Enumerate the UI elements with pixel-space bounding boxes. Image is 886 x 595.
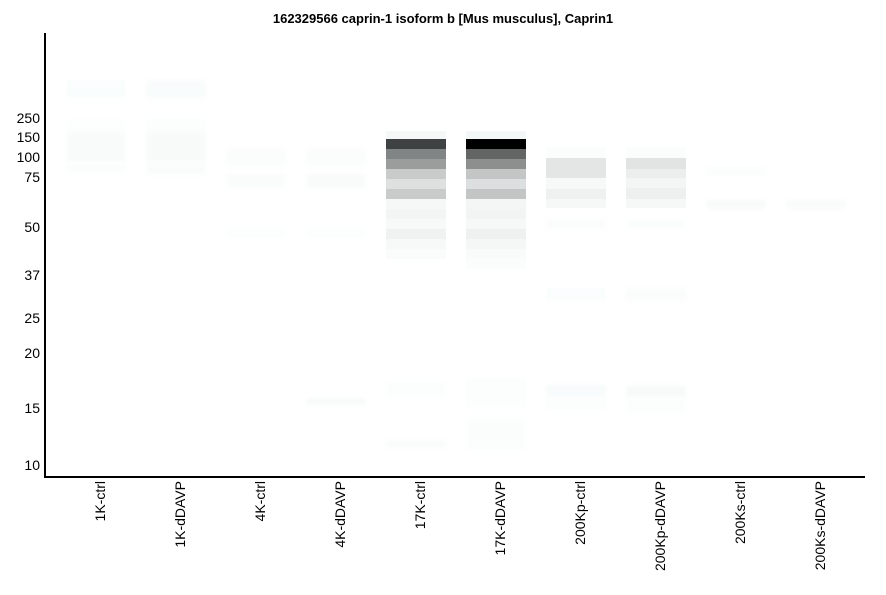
gel-band [66, 162, 126, 173]
gel-band [466, 199, 526, 209]
gel-band [226, 228, 286, 238]
gel-band [386, 219, 446, 229]
lane-label-200kp-ctrl: 200Kp-ctrl [572, 481, 588, 545]
gel-band [66, 80, 126, 98]
lane-label-200ks-ctrl: 200Ks-ctrl [732, 481, 748, 545]
lane-label-1k-ctrl: 1K-ctrl [92, 481, 108, 522]
gel-band [546, 158, 606, 178]
x-axis-line [44, 476, 865, 478]
gel-band [386, 179, 446, 189]
gel-band [466, 169, 526, 179]
gel-band [546, 147, 606, 158]
gel-band [626, 199, 686, 208]
lane-label-17k-ddavp: 17K-dDAVP [492, 481, 508, 556]
gel-band [466, 189, 526, 199]
gel-band [226, 148, 286, 167]
gel-band [626, 169, 686, 178]
gel-band [626, 220, 686, 228]
gel-band [706, 166, 766, 176]
y-tick-label-250: 250 [16, 110, 40, 126]
gel-band [146, 162, 206, 175]
gel-band [146, 132, 206, 162]
gel-band [386, 229, 446, 239]
gel-band [146, 118, 206, 132]
lane-label-17k-ctrl: 17K-ctrl [412, 481, 428, 530]
y-tick-label-75: 75 [24, 169, 40, 185]
lane-label-200ks-ddavp: 200Ks-dDAVP [812, 481, 828, 571]
gel-band [386, 189, 446, 199]
gel-band [226, 174, 286, 188]
gel-band [66, 132, 126, 162]
gel-band [626, 178, 686, 188]
gel-band [466, 149, 526, 159]
gel-band [306, 399, 366, 404]
gel-band [386, 209, 446, 219]
y-tick-label-15: 15 [24, 400, 40, 416]
gel-band [466, 209, 526, 219]
gel-band [466, 229, 526, 239]
gel-band [386, 131, 446, 139]
gel-band [706, 200, 766, 209]
y-tick-label-20: 20 [24, 345, 40, 361]
gel-band [626, 385, 686, 398]
gel-band [626, 158, 686, 169]
gel-band [66, 118, 126, 132]
gel-band [546, 398, 606, 410]
gel-band [626, 188, 686, 199]
gel-band [386, 159, 446, 169]
gel-band [546, 385, 606, 398]
gel-band [386, 169, 446, 179]
gel-band [546, 199, 606, 208]
gel-band [386, 249, 446, 259]
gel-band [306, 174, 366, 188]
gel-band [306, 228, 366, 238]
y-tick-label-150: 150 [16, 129, 40, 145]
gel-band [306, 148, 366, 167]
gel-band [386, 382, 446, 395]
gel-band [386, 440, 446, 448]
gel-band [626, 147, 686, 158]
gel-band [626, 288, 686, 300]
y-axis-line [44, 33, 46, 478]
figure-title: 162329566 caprin-1 isoform b [Mus muscul… [272, 11, 614, 26]
y-tick-label-50: 50 [24, 219, 40, 235]
gel-band [386, 139, 446, 149]
lane-label-1k-ddavp: 1K-dDAVP [172, 481, 188, 548]
gel-band [466, 378, 526, 407]
gel-band [546, 178, 606, 189]
gel-band [786, 200, 846, 209]
gel-band [546, 288, 606, 300]
gel-band [466, 219, 526, 229]
gel-band [386, 239, 446, 249]
lane-label-4k-ctrl: 4K-ctrl [252, 481, 268, 522]
gel-band [386, 149, 446, 159]
gel-band [466, 249, 526, 259]
gel-band [386, 199, 446, 209]
gel-band [466, 139, 526, 149]
gel-band [466, 239, 526, 249]
gel-band [546, 189, 606, 199]
lane-label-200kp-ddavp: 200Kp-dDAVP [652, 481, 668, 572]
gel-band [546, 220, 606, 228]
lane-label-4k-ddavp: 4K-dDAVP [332, 481, 348, 548]
y-tick-label-37: 37 [24, 267, 40, 283]
gel-band [466, 179, 526, 189]
gel-band [466, 418, 526, 450]
gel-band [466, 131, 526, 139]
gel-band [626, 398, 686, 412]
gel-band [466, 159, 526, 169]
gel-band [466, 259, 526, 269]
y-tick-label-25: 25 [24, 310, 40, 326]
gel-band [146, 80, 206, 98]
y-tick-label-100: 100 [16, 149, 40, 165]
y-tick-label-10: 10 [24, 457, 40, 473]
